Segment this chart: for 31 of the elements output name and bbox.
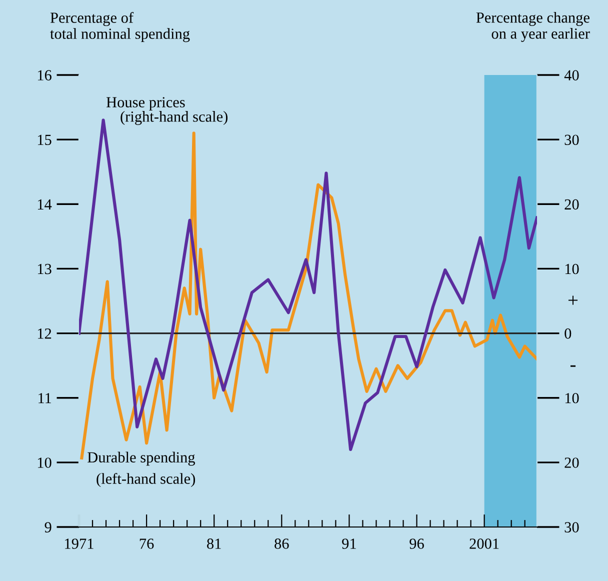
- x-tick-label: 86: [274, 538, 289, 549]
- text: -: [570, 365, 576, 367]
- y2-tick-label: 0: [564, 328, 572, 339]
- y2-tick-label: 30: [564, 522, 579, 532]
- text: +: [568, 296, 578, 305]
- series-label: Durable spending: [88, 452, 196, 466]
- y2-axis-title: Percentage change on a year earlier: [476, 12, 590, 42]
- x-tick-label: 91: [342, 538, 356, 549]
- y-axis-title: Percentage of total nominal spending: [50, 12, 190, 42]
- x-tick-label: 81: [207, 538, 221, 549]
- y2-tick-label: 40: [564, 70, 579, 80]
- y2-tick-label: 20: [564, 458, 579, 468]
- y2-tick-label: 20: [564, 199, 579, 210]
- series-label: House prices: [106, 97, 185, 111]
- annotation: (right-hand scale): [120, 111, 228, 125]
- y-tick-label: 16: [38, 70, 52, 80]
- y-tick-label: 15: [38, 134, 52, 146]
- y2-tick-label: 10: [565, 264, 579, 274]
- x-tick-label: 96: [410, 538, 424, 549]
- x-tick-label: 2001: [470, 538, 499, 549]
- y-tick-label: 10: [38, 458, 52, 468]
- y2-tick-label: 10: [565, 393, 579, 404]
- x-tick-label: 1971: [65, 538, 94, 549]
- x-tick-label: 76: [140, 538, 154, 549]
- y-tick-label: 12: [38, 328, 52, 339]
- y-tick-label: 9: [44, 522, 52, 532]
- y-tick-label: 14: [38, 199, 52, 210]
- annotation: (left-hand scale): [96, 472, 195, 488]
- y-tick-label: 13: [38, 264, 52, 274]
- y-tick-label: 11: [38, 393, 51, 404]
- y2-tick-label: 30: [564, 134, 579, 146]
